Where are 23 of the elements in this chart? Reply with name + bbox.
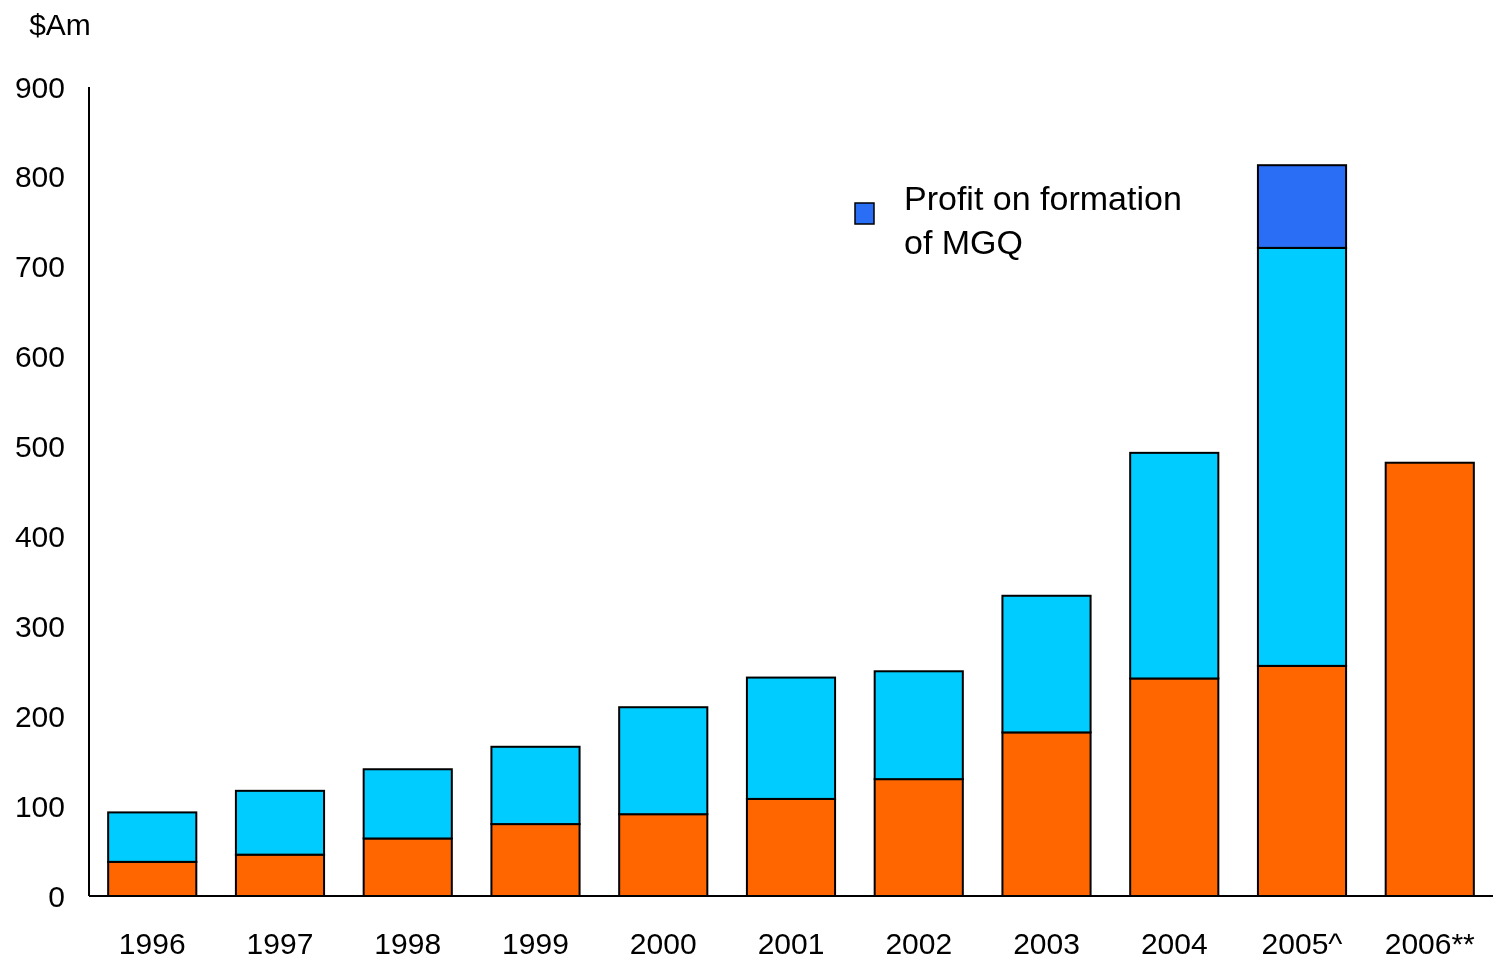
x-tick-label: 1998	[374, 927, 442, 960]
y-tick-label: 200	[14, 699, 65, 733]
x-tick-label: 1997	[246, 927, 314, 960]
y-axis-title: $Am	[29, 8, 91, 41]
y-tick-label: 600	[14, 340, 65, 374]
y-tick-label: 400	[14, 519, 65, 553]
y-tick-label: 0	[48, 879, 65, 913]
x-tick-label: 2001	[757, 927, 825, 960]
x-tick-label: 2004	[1140, 927, 1208, 960]
y-tick-label: 500	[14, 430, 65, 464]
legend-label: Profit on formation of MGQ	[904, 179, 1182, 262]
x-tick-label: 2005^	[1261, 927, 1343, 960]
x-tick-label: 2003	[1013, 927, 1080, 960]
x-tick-label: 1999	[502, 927, 569, 960]
y-tick-label: 100	[14, 789, 65, 823]
y-tick-label: 700	[14, 250, 65, 284]
x-tick-label: 2006**	[1384, 927, 1476, 960]
x-tick-label: 2000	[629, 927, 697, 960]
x-tick-label: 1996	[118, 927, 186, 960]
y-tick-label: 900	[14, 70, 65, 104]
y-tick-label: 300	[14, 609, 65, 643]
y-tick-label: 800	[14, 160, 65, 194]
x-tick-label: 2002	[885, 927, 953, 960]
